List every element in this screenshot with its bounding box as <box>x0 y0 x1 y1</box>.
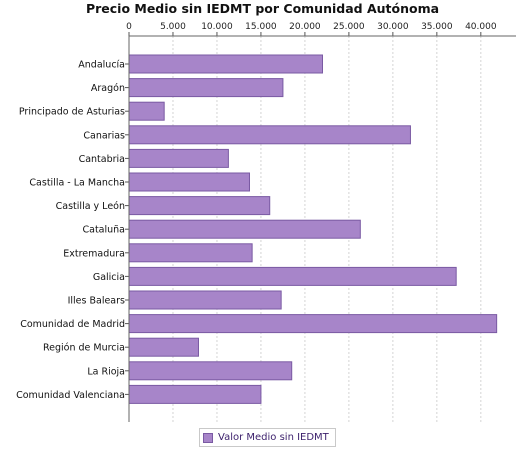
bar <box>128 172 250 192</box>
x-tick-label: 30.000 <box>377 22 409 32</box>
category-label: Canarias <box>83 130 125 141</box>
bar-layer <box>128 54 498 404</box>
chart-title: Precio Medio sin IEDMT por Comunidad Aut… <box>85 1 440 16</box>
x-tick-label: 35.000 <box>421 22 453 32</box>
category-label: Región de Murcia <box>43 343 125 354</box>
bar <box>128 196 271 216</box>
category-label: Cantabria <box>79 154 125 165</box>
bar <box>128 219 361 239</box>
bar <box>128 384 262 404</box>
x-tick-label: 15.000 <box>245 22 277 32</box>
bar <box>128 148 229 168</box>
category-label: Comunidad de Madrid <box>20 319 125 330</box>
x-tick-label: 20.000 <box>289 22 321 32</box>
category-label: Cataluña <box>82 225 125 236</box>
category-label: La Rioja <box>87 366 125 377</box>
bar <box>128 54 323 74</box>
bar <box>128 361 293 381</box>
legend-swatch <box>203 432 213 443</box>
legend: Valor Medio sin IEDMT <box>199 428 336 447</box>
x-tick-label: 25.000 <box>333 22 365 32</box>
bar <box>128 337 199 357</box>
axis-layer: 0 5.000 10.000 15.000 20.000 25.000 30.000 35.0… <box>16 22 516 422</box>
x-tick-label: 0 <box>126 22 132 32</box>
bar <box>128 101 165 121</box>
category-label: Castilla - La Mancha <box>29 178 125 189</box>
x-tick-label: 10.000 <box>201 22 233 32</box>
category-label: Illes Balears <box>68 296 125 307</box>
bar <box>128 243 253 263</box>
legend-label: Valor Medio sin IEDMT <box>218 432 329 443</box>
bar <box>128 314 498 334</box>
category-label: Principado de Asturias <box>19 107 125 118</box>
category-label: Galicia <box>93 272 125 283</box>
bar <box>128 290 282 310</box>
bar <box>128 266 457 286</box>
x-tick-label: 40.000 <box>465 22 497 32</box>
bar <box>128 125 411 145</box>
category-label: Comunidad Valenciana <box>16 390 125 401</box>
category-label: Aragón <box>91 83 125 94</box>
category-label: Extremadura <box>63 248 125 259</box>
bar <box>128 78 284 98</box>
category-label: Castilla y León <box>56 201 125 212</box>
category-label: Andalucía <box>78 60 125 71</box>
x-tick-label: 5.000 <box>160 22 186 32</box>
